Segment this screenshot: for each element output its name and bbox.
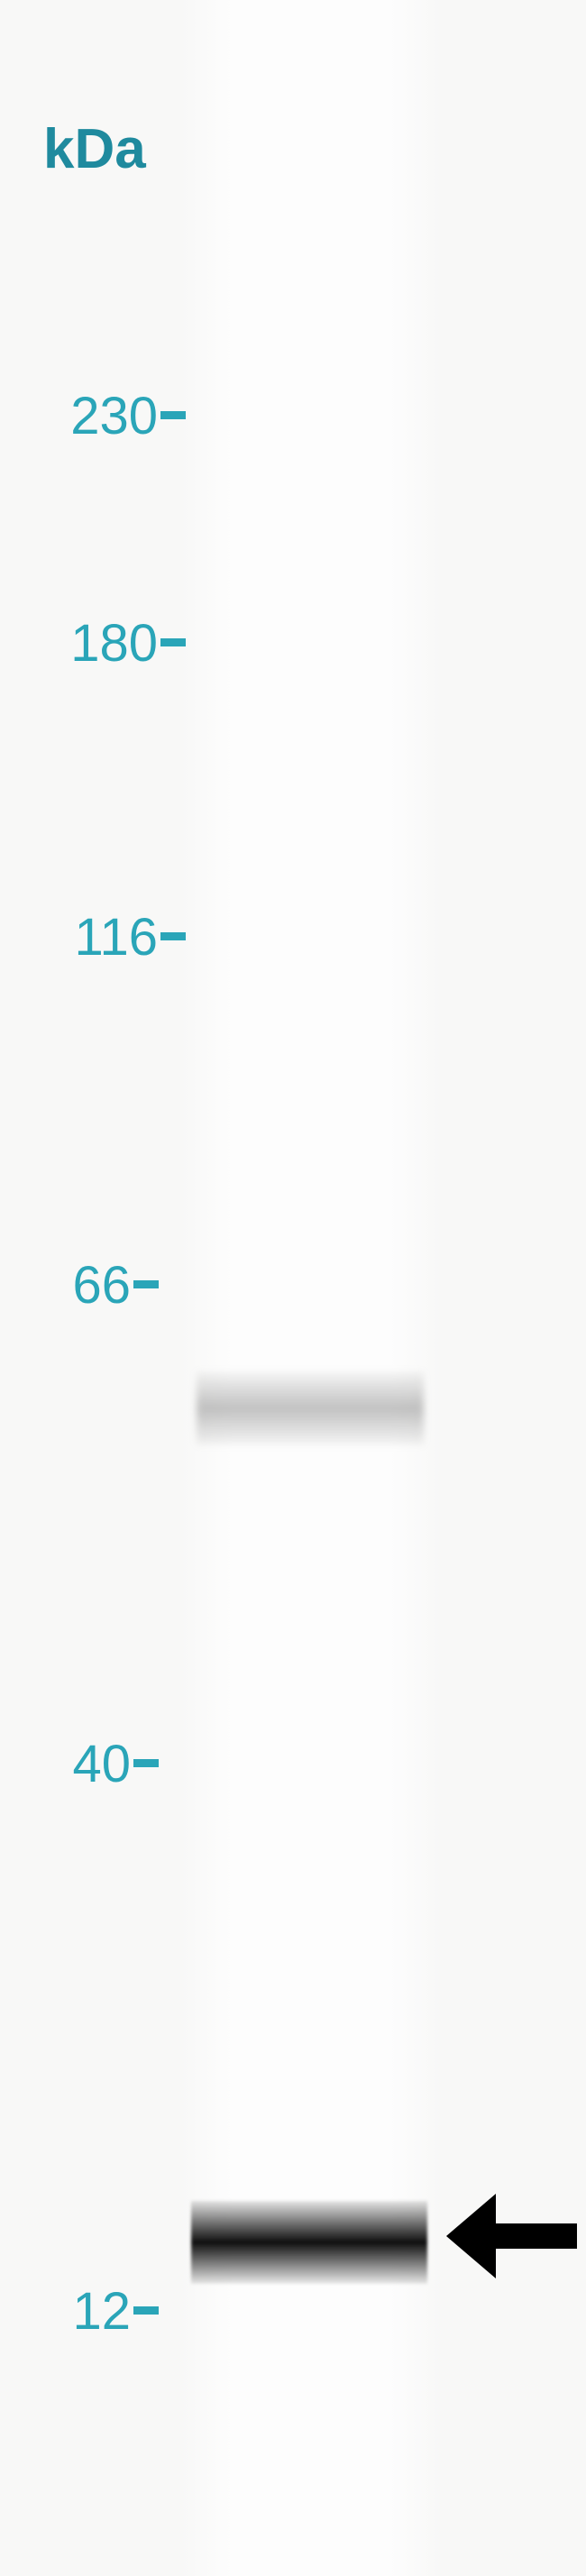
upper-band (197, 1371, 424, 1445)
blot-lane (180, 0, 442, 2576)
arrow-head (446, 2194, 496, 2278)
marker-tick-40 (133, 1759, 159, 1767)
marker-label-12: 12 (72, 2281, 131, 2342)
marker-label-40: 40 (72, 1734, 131, 1794)
unit-label: kDa (43, 117, 146, 181)
target-band (191, 2201, 427, 2284)
marker-tick-230 (160, 411, 186, 419)
marker-tick-180 (160, 638, 186, 646)
marker-label-116: 116 (75, 907, 158, 967)
marker-label-66: 66 (72, 1255, 131, 1316)
western-blot-container: kDa 230 180 116 66 40 12 (0, 0, 586, 2576)
marker-tick-66 (133, 1280, 159, 1288)
marker-tick-12 (133, 2306, 159, 2315)
marker-label-180: 180 (70, 613, 158, 674)
marker-tick-116 (160, 932, 186, 940)
arrow-shaft (494, 2223, 577, 2249)
marker-label-230: 230 (70, 386, 158, 446)
